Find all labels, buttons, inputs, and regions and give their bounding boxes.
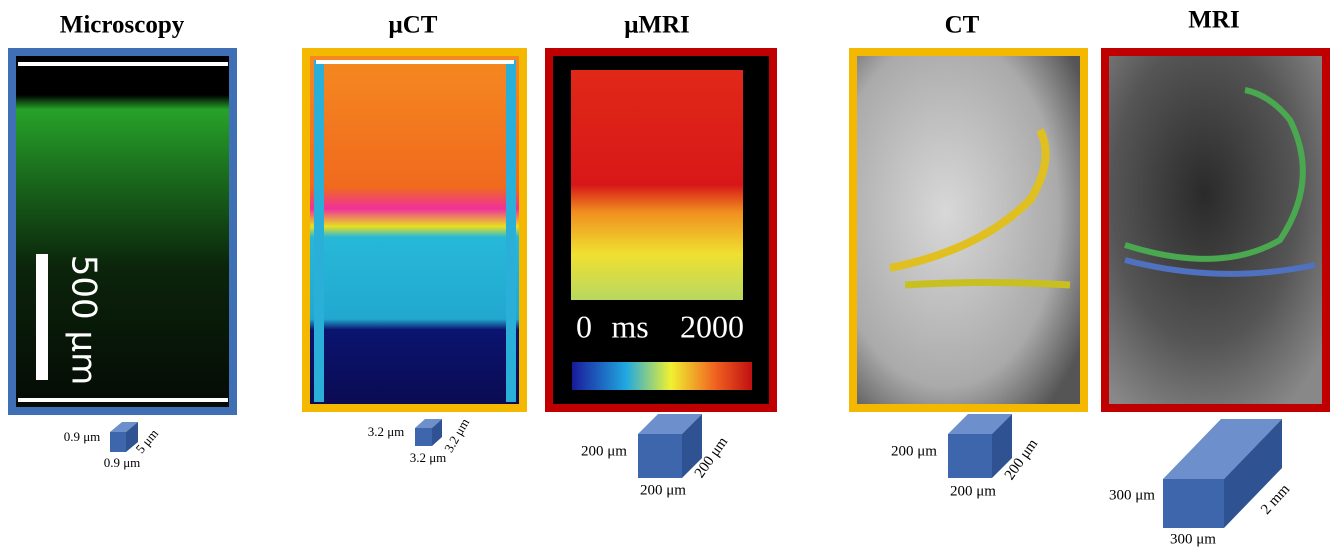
edge — [316, 60, 514, 64]
voxel-label: 0.9 μm — [104, 455, 141, 470]
cartilage — [905, 283, 1070, 286]
edge — [506, 60, 516, 402]
scale-bar — [36, 254, 48, 380]
umri-map — [571, 70, 743, 300]
mri-image — [1105, 52, 1326, 408]
colorbar-label: ms — [611, 308, 648, 344]
voxel-cube — [415, 419, 442, 446]
panel-title: μCT — [389, 12, 438, 39]
voxel-label: 3.2 μm — [368, 424, 405, 439]
voxel-cube — [948, 414, 1012, 478]
uct-image — [306, 52, 523, 408]
voxel-label: 200 μm — [891, 443, 937, 459]
voxel-label: 3.2 μm — [441, 416, 472, 455]
colorbar-label: 0 — [576, 308, 592, 344]
panel-title: μMRI — [624, 12, 690, 39]
colorbar — [572, 362, 752, 390]
edge — [314, 60, 324, 402]
voxel-label: 300 μm — [1109, 487, 1155, 503]
panel-title: Microscopy — [60, 12, 185, 39]
voxel-label: 0.9 μm — [64, 429, 101, 444]
panel-title: MRI — [1188, 7, 1239, 34]
voxel-label: 200 μm — [640, 482, 686, 498]
voxel-cube — [638, 414, 702, 478]
colorbar-label: 2000 — [680, 308, 744, 344]
voxel-label: 3.2 μm — [410, 450, 447, 465]
scale-bar-label: 500 μm — [64, 255, 104, 385]
voxel-label: 200 μm — [950, 483, 996, 499]
edge — [18, 62, 228, 66]
voxel-label: 200 μm — [581, 443, 627, 459]
voxel-label: 300 μm — [1170, 531, 1216, 547]
edge — [18, 398, 228, 402]
panel-title: CT — [945, 12, 980, 39]
ct-image — [853, 52, 1084, 408]
figure: Microscopy 500 μm μCT μMRI 0 ms 2000 CT … — [0, 0, 1335, 549]
